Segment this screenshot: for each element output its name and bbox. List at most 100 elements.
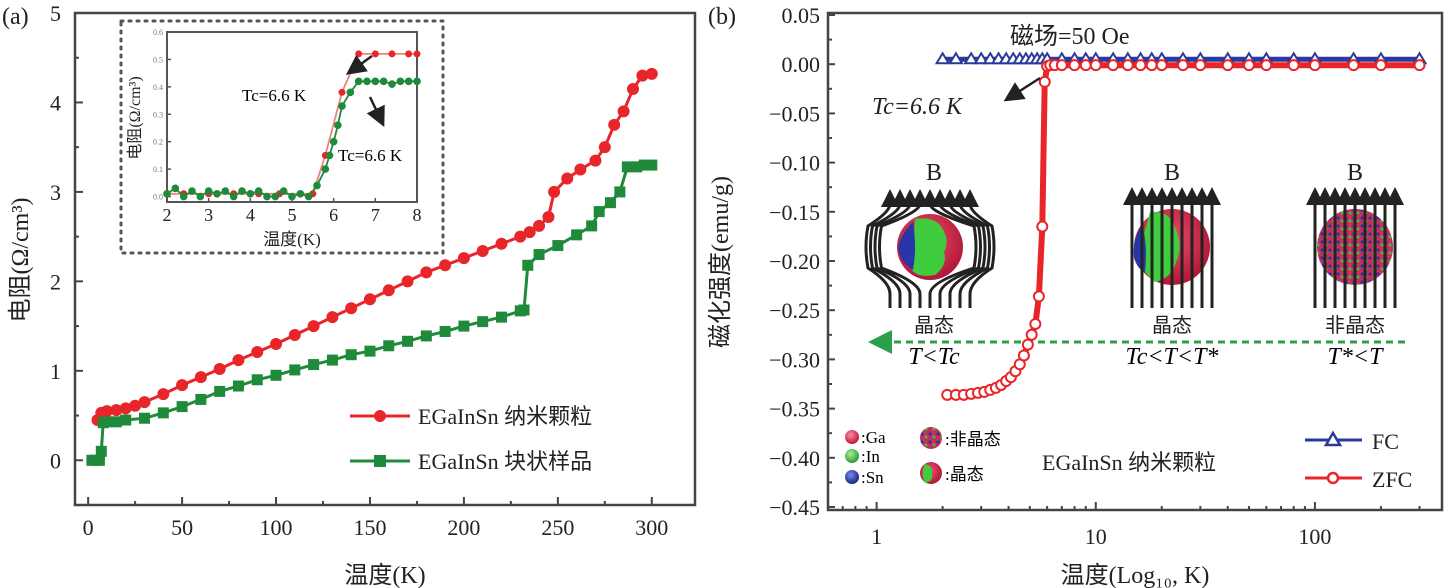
data-point [139,412,151,424]
data-point [522,259,534,271]
inset-data-point [371,50,379,58]
data-point [1021,338,1034,351]
state-label-2: 晶态 [1152,314,1192,337]
inset-data-point [238,187,246,195]
y-tick-label: 1 [50,359,61,384]
crystal-label: :晶态 [945,465,984,484]
state-illustration-3: B 非晶态 T*<T [1306,160,1404,370]
data-point [345,302,358,315]
state-label-1: 晶态 [914,314,954,337]
x-tick-label: 300 [635,515,668,540]
inset-ylabel: 电阻(Ω/cm³) [126,76,144,159]
data-point [363,293,376,306]
inset-tc-annotation-2: Tc=6.6 K [338,146,403,165]
data-point [1038,75,1051,88]
data-point [326,311,339,324]
data-point [523,226,536,239]
data-point [289,364,301,376]
field-line [951,189,991,308]
data-point [401,275,414,288]
data-point [213,363,226,376]
data-point [934,51,951,65]
series-line-nano [96,72,653,421]
data-point [1155,59,1168,72]
tc-arrow [1003,76,1041,102]
inset-data-point [346,88,355,97]
inset-data-point [413,50,421,58]
data-point [1308,59,1321,72]
inset-y-tick-label: 0.5 [153,55,163,64]
field-lines-straight [1306,187,1404,308]
b-field-label-3: B [1347,160,1363,186]
data-point [495,237,508,250]
inset-data-point [279,187,288,195]
data-point [1145,59,1158,72]
inset-y-tick-label: 0.3 [153,110,163,119]
data-point [533,219,546,232]
data-point [100,405,113,418]
panel-b-xlabel: 温度(Log₁₀, K) [1061,562,1210,588]
data-point [495,311,507,323]
field-line [873,189,919,308]
inset-data-point [325,151,334,160]
inset-data-point [334,121,342,130]
inset-x-tick-label: 8 [413,205,422,225]
legend-marker-bulk [374,455,386,467]
inset-x-tick-label: 7 [371,205,380,225]
y-tick-label: 5 [50,1,61,26]
y-tick-label: −0.40 [769,446,820,471]
tc-annotation: Tc=6.6 K [872,94,964,120]
data-point [288,329,301,342]
data-point [586,220,598,232]
data-point [214,385,226,397]
state-cond-1: T<Tc [908,344,960,370]
data-point [439,259,452,272]
data-point [1221,59,1234,72]
data-point [110,416,122,428]
data-point [1374,59,1387,72]
state-cond-2: Tc<T<T* [1126,344,1219,370]
inset-data-point [355,50,363,58]
in-domain-1 [912,218,947,276]
panel-b-label: (b) [708,4,736,30]
y-tick-label: −0.05 [769,101,820,126]
inset-data-point [338,102,346,110]
data-point [270,337,283,350]
b-field-label-1: B [926,160,942,186]
panel-b-ylabel: 磁化强度(emu/g) [707,176,734,348]
legend-label-nano: EGaInSn 纳米颗粒 [418,404,592,429]
data-point [1176,59,1189,72]
y-tick-label: 0.00 [782,52,821,77]
data-point [973,51,989,65]
data-point [552,240,564,252]
data-point [194,371,207,384]
panel-b-legend: FC ZFC [1305,429,1412,492]
x-tick-label: 0 [83,515,94,540]
state-cond-3: T*<T [1328,344,1385,370]
state-label-3: 非晶态 [1325,314,1385,337]
x-tick-label: 1 [871,524,882,549]
inset-xlabel: 温度(K) [263,230,321,249]
y-tick-label: 0.05 [782,3,821,28]
legend-label-zfc: ZFC [1372,467,1412,492]
inset-data-point [263,192,271,201]
x-tick-label: 100 [1298,524,1331,549]
data-point [345,349,357,361]
inset-data-point [354,77,363,86]
data-point [477,316,489,328]
inset-data-point [271,192,280,201]
data-point [157,388,170,401]
data-point [232,380,244,392]
inset-data-point [388,80,396,88]
x-tick-label: 100 [260,515,293,540]
inset-y-tick-label: 0.4 [153,83,163,92]
amorphous-icon [920,427,942,449]
inset-y-tick-label: 0.1 [153,165,163,174]
data-point [176,401,188,413]
data-point [402,335,414,347]
data-point [617,105,630,118]
data-point [382,284,395,297]
data-point [571,229,583,241]
data-point [593,206,605,218]
